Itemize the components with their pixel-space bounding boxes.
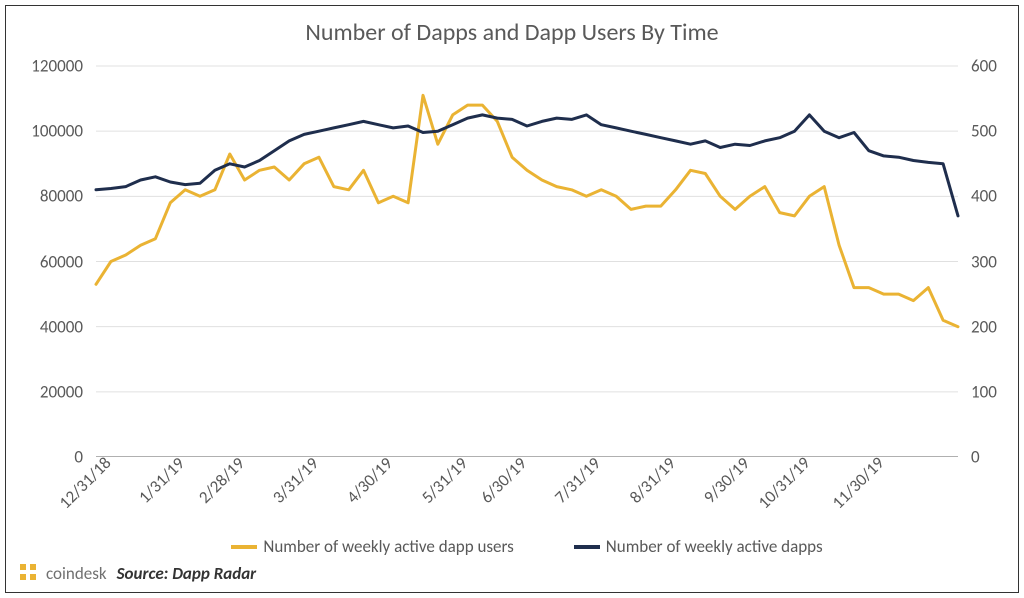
y-left-tick: 0 (74, 447, 83, 468)
x-tick: 2/28/19 (194, 453, 249, 508)
brand-icon (18, 562, 40, 584)
x-tick: 8/31/19 (625, 453, 680, 508)
y-left-tick: 60000 (40, 251, 83, 272)
x-tick: 10/31/19 (753, 452, 814, 513)
y-right-tick: 500 (971, 121, 997, 142)
y-left-tick: 80000 (40, 186, 83, 207)
x-tick: 1/31/19 (135, 453, 190, 508)
chart-title: Number of Dapps and Dapp Users By Time (6, 6, 1018, 55)
y-left-tick: 100000 (31, 121, 83, 142)
y-right-tick: 100 (971, 381, 997, 402)
y-right-tick: 400 (971, 186, 997, 207)
y-right-tick: 200 (971, 316, 997, 337)
footer-brand: coindesk (18, 562, 107, 584)
legend-label-dapps: Number of weekly active dapps (606, 536, 823, 557)
brand-text: coindesk (46, 563, 107, 584)
x-tick: 5/31/19 (417, 453, 472, 508)
x-tick: 9/30/19 (699, 453, 754, 508)
y-left-tick: 20000 (40, 381, 83, 402)
y-left-tick: 120000 (31, 56, 83, 77)
legend-label-users: Number of weekly active dapp users (263, 536, 513, 557)
x-tick: 11/30/19 (828, 452, 889, 513)
chart-container: Number of Dapps and Dapp Users By Time 0… (5, 5, 1019, 593)
legend-swatch-users (231, 545, 257, 549)
legend-item-dapps: Number of weekly active dapps (574, 536, 823, 557)
x-tick: 4/30/19 (343, 453, 398, 508)
series-lines (96, 66, 958, 457)
x-tick: 6/30/19 (476, 453, 531, 508)
plot-area (96, 66, 958, 457)
legend: Number of weekly active dapp users Numbe… (96, 536, 958, 557)
y-right-tick: 0 (971, 447, 980, 468)
footer-source: Source: Dapp Radar (117, 563, 257, 584)
y-axis-left: 020000400006000080000100000120000 (6, 66, 91, 457)
x-tick: 3/31/19 (268, 453, 323, 508)
x-tick: 12/31/18 (55, 452, 116, 513)
y-axis-right: 0100200300400500600 (963, 66, 1018, 457)
footer: coindesk Source: Dapp Radar (18, 562, 256, 584)
x-axis: 12/31/181/31/192/28/193/31/194/30/195/31… (96, 457, 958, 542)
legend-swatch-dapps (574, 545, 600, 549)
y-right-tick: 600 (971, 56, 997, 77)
y-right-tick: 300 (971, 251, 997, 272)
x-tick: 7/31/19 (551, 453, 606, 508)
legend-item-users: Number of weekly active dapp users (231, 536, 513, 557)
y-left-tick: 40000 (40, 316, 83, 337)
